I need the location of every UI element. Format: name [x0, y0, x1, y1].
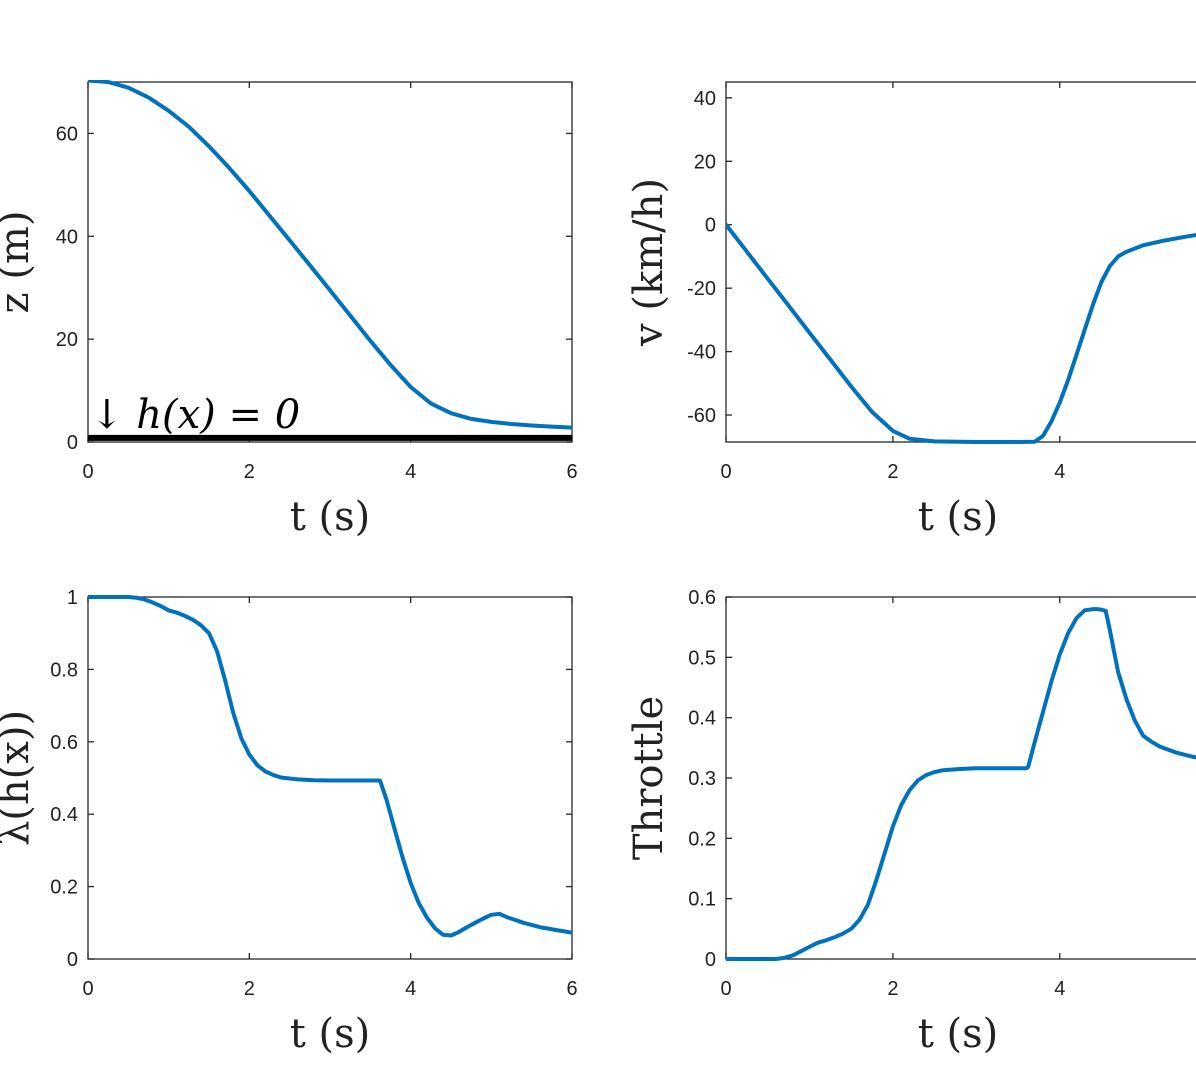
x-axis-label: t (s) — [918, 494, 999, 540]
y-tick-label: 0.6 — [688, 587, 716, 609]
y-tick-label: 0 — [67, 432, 78, 454]
y-tick-label: 0.3 — [688, 768, 716, 790]
x-tick-label: 0 — [82, 461, 93, 483]
y-tick-label: -20 — [687, 278, 716, 300]
y-tick-label: 20 — [694, 151, 716, 173]
y-tick-label: 0.4 — [50, 804, 78, 826]
y-tick-label: 20 — [56, 329, 78, 351]
series-line-1 — [726, 222, 1196, 444]
x-tick-label: 4 — [1054, 978, 1065, 1000]
y-axis-label: z (m) — [0, 211, 38, 314]
y-axis-label: λ(h(x)) — [0, 710, 38, 846]
series-line-1 — [726, 607, 1196, 961]
series-line-1 — [88, 595, 572, 938]
y-axis-label: Throttle — [626, 696, 672, 860]
x-tick-label: 0 — [720, 978, 731, 1000]
x-tick-label: 0 — [82, 978, 93, 1000]
series-line-1 — [88, 80, 572, 430]
y-tick-label: 0 — [67, 949, 78, 971]
y-tick-label: -40 — [687, 342, 716, 364]
y-tick-label: 0.2 — [688, 828, 716, 850]
x-axis-label: t (s) — [918, 1011, 999, 1057]
y-tick-label: 40 — [694, 88, 716, 110]
y-tick-label: 60 — [56, 123, 78, 145]
y-tick-label: 0.8 — [50, 659, 78, 681]
x-tick-label: 2 — [887, 978, 898, 1000]
y-tick-label: 0.1 — [688, 889, 716, 911]
subplot-2: 0 2 4 -60 -40 -20 0 20 40 t (s) v (km/h) — [626, 81, 1196, 540]
axes-frame — [87, 81, 573, 443]
x-tick-label: 0 — [720, 461, 731, 483]
x-tick-label: 2 — [887, 461, 898, 483]
x-axis-label: t (s) — [290, 1011, 371, 1057]
x-tick-label: 6 — [566, 461, 577, 483]
subplot-4: 0 2 4 0 0.1 0.2 0.3 0.4 0.5 0.6 t (s) Throttle — [626, 587, 1196, 1057]
axes-frame — [725, 596, 1196, 960]
y-tick-label: 0.4 — [688, 708, 716, 730]
axes-frame — [725, 81, 1196, 443]
x-tick-label: 2 — [244, 978, 255, 1000]
x-tick-label: 4 — [405, 461, 416, 483]
axes-frame — [87, 596, 573, 960]
x-axis-label: t (s) — [290, 494, 371, 540]
annotation-label: ↓ h(x) = 0 — [90, 392, 300, 438]
y-tick-label: 0 — [705, 215, 716, 237]
y-tick-label: 0.2 — [50, 877, 78, 899]
y-tick-label: 40 — [56, 226, 78, 248]
x-tick-label: 4 — [1054, 461, 1065, 483]
y-tick-label: 0.6 — [50, 732, 78, 754]
x-tick-label: 6 — [566, 978, 577, 1000]
y-tick-label: 1 — [67, 587, 78, 609]
y-axis-label: v (km/h) — [626, 178, 672, 347]
y-tick-label: -60 — [687, 405, 716, 427]
x-tick-label: 2 — [244, 461, 255, 483]
x-tick-label: 4 — [405, 978, 416, 1000]
y-tick-label: 0.5 — [688, 647, 716, 669]
y-tick-label: 0 — [705, 949, 716, 971]
subplot-3: 0 2 4 6 0 0.2 0.4 0.6 0.8 1 t (s) λ(h(x)) — [0, 587, 578, 1057]
